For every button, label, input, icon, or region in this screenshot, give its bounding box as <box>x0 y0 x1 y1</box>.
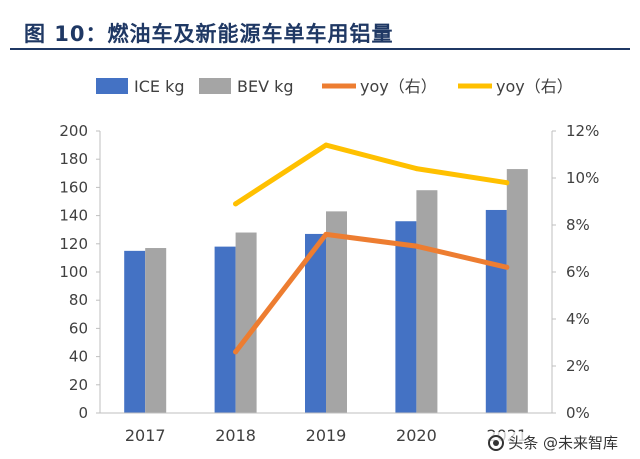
watermark: 头条 @未来智库 <box>484 432 622 453</box>
bar-bev <box>326 211 347 413</box>
point-yoy-ice <box>233 349 239 355</box>
point-yoy-bev <box>413 166 419 172</box>
bar-ice <box>395 221 417 413</box>
watermark-text: 头条 @未来智库 <box>508 434 618 452</box>
left-tick-label: 0 <box>78 404 88 422</box>
left-tick-label: 20 <box>69 376 88 394</box>
bar-bev <box>416 190 438 413</box>
left-tick-label: 100 <box>59 263 88 281</box>
left-tick-label: 80 <box>69 291 88 309</box>
x-tick-label: 2018 <box>215 426 256 445</box>
bar-ice <box>124 250 146 413</box>
legend-label: ICE kg <box>134 77 185 96</box>
legend-swatch <box>199 78 231 94</box>
point-yoy-bev <box>504 180 510 186</box>
point-yoy-bev <box>323 142 329 148</box>
bar-ice <box>305 233 326 413</box>
right-tick-label: 6% <box>566 263 590 281</box>
right-tick-label: 12% <box>566 122 599 140</box>
legend: ICE kg BEV kg yoy（右） yoy（右） <box>96 77 573 96</box>
point-yoy-ice <box>413 243 419 249</box>
page-title: 图 10：燃油车及新能源车单车用铝量 <box>24 22 394 46</box>
line-yoy-bev <box>233 142 510 207</box>
left-tick-label: 160 <box>59 178 88 196</box>
x-tick-label: 2020 <box>396 426 437 445</box>
bar-ice <box>485 209 507 413</box>
right-tick-label: 10% <box>566 169 599 187</box>
left-tick-label: 40 <box>69 348 88 366</box>
watermark-icon <box>488 434 505 451</box>
bar-bev <box>506 169 528 413</box>
bar-ice <box>214 246 236 413</box>
legend-label: yoy（右） <box>496 77 573 96</box>
left-tick-label: 180 <box>59 150 88 168</box>
left-tick-label: 120 <box>59 235 88 253</box>
right-tick-label: 4% <box>566 310 590 328</box>
lines <box>233 142 510 355</box>
right-tick-label: 8% <box>566 216 590 234</box>
left-tick-label: 140 <box>59 207 88 225</box>
x-tick-label: 2017 <box>125 426 166 445</box>
legend-swatch <box>96 78 128 94</box>
bars <box>124 169 528 413</box>
x-tick-label: 2019 <box>306 426 347 445</box>
right-tick-label: 2% <box>566 357 590 375</box>
right-tick-label: 0% <box>566 404 590 422</box>
legend-label: BEV kg <box>237 77 294 96</box>
left-axis: 0 20 40 60 80 100 120 140 160 180 200 <box>59 122 101 422</box>
left-tick-label: 60 <box>69 319 88 337</box>
point-yoy-ice <box>504 264 510 270</box>
point-yoy-ice <box>323 231 329 237</box>
legend-label: yoy（右） <box>360 77 437 96</box>
left-tick-label: 200 <box>59 122 88 140</box>
bar-bev <box>235 232 257 413</box>
title-bar: 图 10：燃油车及新能源车单车用铝量 <box>10 14 630 50</box>
point-yoy-bev <box>233 201 239 207</box>
bar-bev <box>145 248 167 413</box>
line-yoy-ice <box>233 231 510 355</box>
right-axis: 0% 2% 4% 6% 8% 10% 12% <box>551 122 599 422</box>
